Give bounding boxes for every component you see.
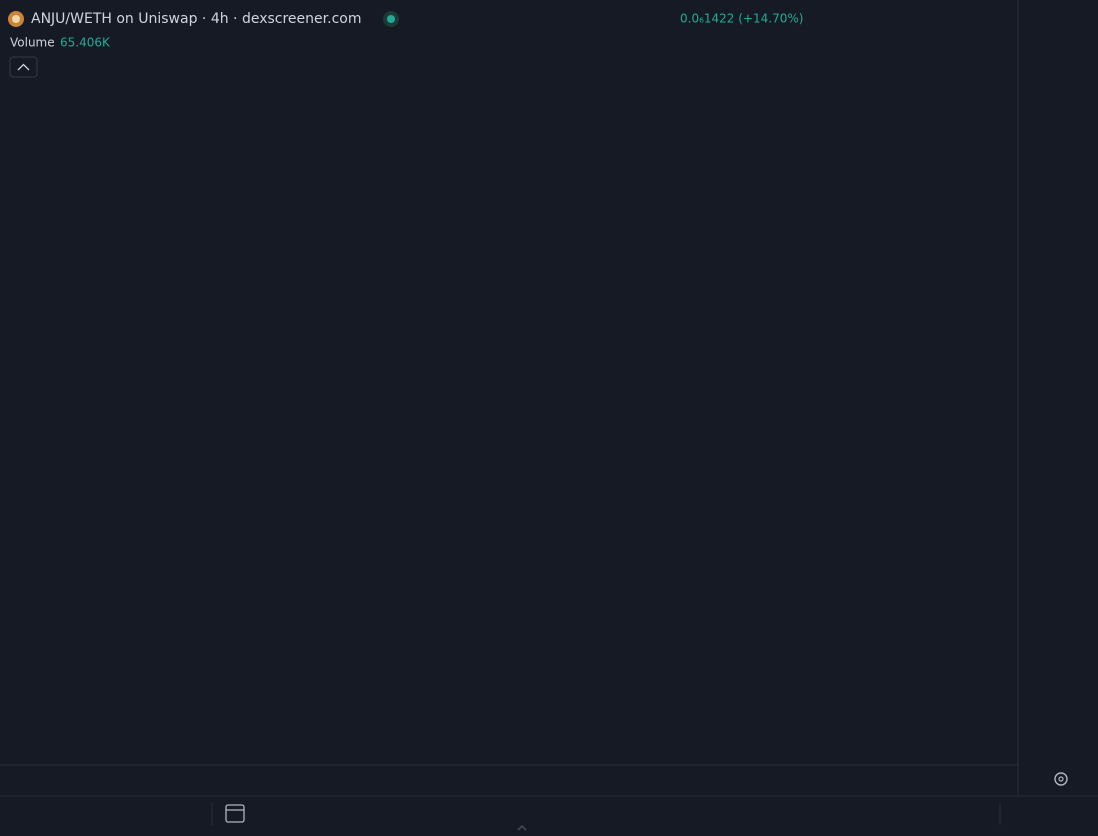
settings-icon-center [1058, 776, 1064, 782]
volume-value: 65.406K [60, 36, 111, 50]
symbol-title: ANJU/WETH on Uniswap · 4h · dexscreener.… [31, 11, 361, 27]
date-range-icon[interactable] [225, 804, 245, 823]
settings-icon[interactable] [1054, 772, 1068, 786]
status-dot [387, 15, 395, 23]
token-icon-inner [12, 15, 20, 23]
change-label: 0.0₆1422 (+14.70%) [680, 12, 803, 26]
collapse-caret [17, 63, 30, 71]
collapse-button[interactable] [9, 56, 38, 78]
volume-name: Volume [10, 36, 55, 50]
panel-handle[interactable] [517, 825, 527, 831]
